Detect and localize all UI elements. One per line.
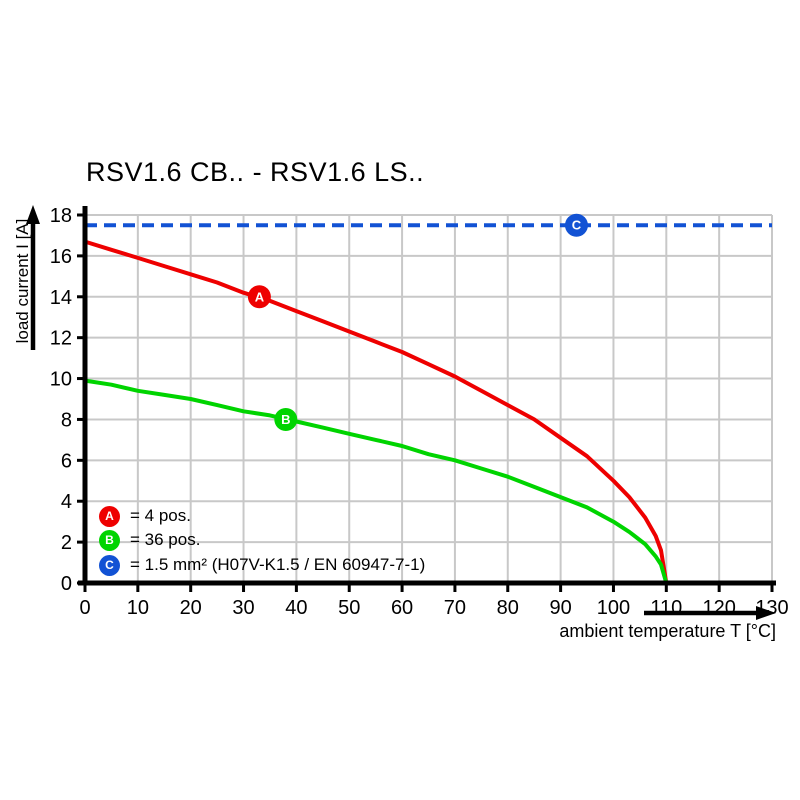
y-tick-label: 2: [61, 532, 72, 554]
marker-c-letter: C: [572, 218, 582, 233]
legend-row-b: B = 36 pos.: [99, 529, 200, 551]
x-axis-arrow-head: [756, 606, 776, 620]
x-tick-label: 30: [232, 597, 254, 619]
x-tick-label: 120: [702, 597, 735, 619]
y-tick-label: 14: [50, 287, 72, 309]
x-tick-label: 100: [597, 597, 630, 619]
curve-a: [84, 239, 669, 584]
x-axis-label: ambient temperature T [°C]: [559, 621, 776, 641]
legend-row-a: A = 4 pos.: [99, 505, 191, 527]
x-tick-label: 40: [285, 597, 307, 619]
legend-badge-a: A: [99, 505, 120, 527]
curve-b: [84, 378, 669, 584]
y-tick-label: 12: [50, 328, 72, 350]
x-tick-label: 10: [127, 597, 149, 619]
x-tick-label: 80: [497, 597, 519, 619]
y-tick-label: 10: [50, 369, 72, 391]
legend-row-c: C = 1.5 mm² (H07V-K1.5 / EN 60947-7-1): [99, 554, 425, 576]
x-tick-label: 90: [549, 597, 571, 619]
y-tick-label: 16: [50, 246, 72, 268]
marker-b-badge: [274, 407, 298, 431]
x-tick-label: 70: [444, 597, 466, 619]
marker-a-letter: A: [255, 289, 265, 304]
legend-badge-c: C: [99, 554, 120, 576]
chart-title: RSV1.6 CB.. - RSV1.6 LS..: [86, 157, 425, 187]
legend-label-c: = 1.5 mm² (H07V-K1.5 / EN 60947-7-1): [130, 555, 426, 574]
y-axis-arrow-head: [26, 205, 40, 224]
x-tick-label: 110: [650, 597, 682, 619]
x-tick-label: 20: [180, 597, 202, 619]
y-tick-label: 18: [50, 205, 72, 227]
y-tick-label: 0: [61, 573, 72, 595]
marker-b-letter: B: [281, 412, 290, 427]
x-tick-label: 50: [338, 597, 360, 619]
marker-c-badge: [564, 213, 588, 237]
y-tick-label: 6: [61, 450, 72, 472]
x-tick-label: 0: [79, 597, 90, 619]
y-axis-label: load current I [A]: [13, 218, 32, 344]
legend-label-a: = 4 pos.: [130, 506, 191, 525]
x-tick-label: 60: [391, 597, 413, 619]
y-tick-label: 4: [61, 491, 72, 513]
y-tick-label: 8: [61, 409, 72, 431]
legend-label-b: = 36 pos.: [130, 530, 201, 549]
legend-badge-b: B: [99, 529, 120, 551]
marker-a-badge: [247, 285, 271, 309]
